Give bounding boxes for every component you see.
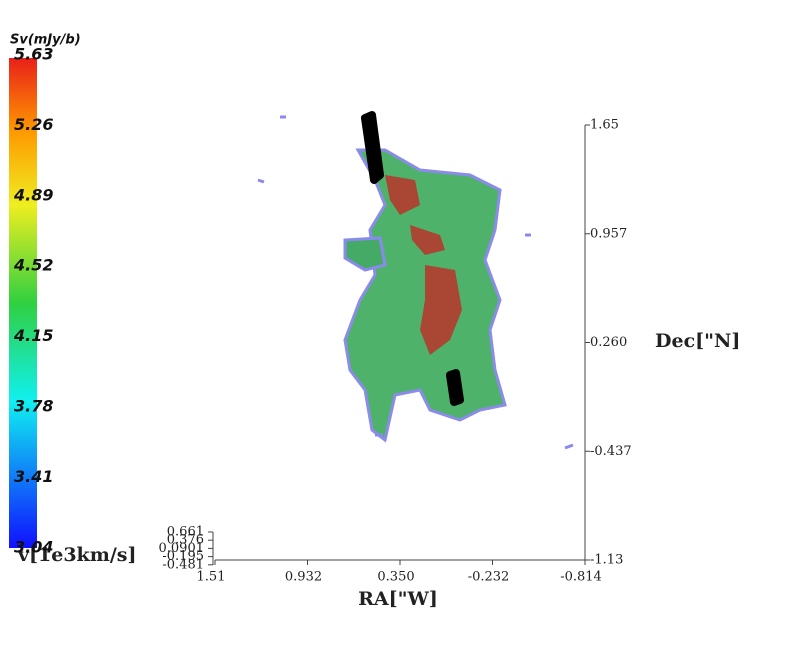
dec-tick-label: 0.260 bbox=[590, 335, 627, 350]
ra-tick-label: -0.814 bbox=[560, 570, 602, 585]
colorbar-tick-label: 3.04 bbox=[14, 537, 53, 556]
v-tick-label: -0.195 bbox=[162, 549, 204, 564]
ra-tick-label: 1.51 bbox=[197, 570, 226, 585]
ra-tick-label: 0.350 bbox=[377, 570, 414, 585]
colorbar-tick-label: 4.15 bbox=[13, 326, 53, 345]
colorbar-tick-label: 5.26 bbox=[14, 115, 53, 134]
dec-tick-label: 0.957 bbox=[590, 226, 627, 241]
dec-axis-label: Dec["N] bbox=[655, 330, 740, 352]
v-tick-label: 0.0901 bbox=[159, 541, 205, 556]
volume-render bbox=[257, 111, 574, 450]
colorbar-tick-label: 3.41 bbox=[14, 467, 53, 486]
v-tick-label: 0.661 bbox=[167, 525, 204, 540]
v-axis-label: v[1e3km/s] bbox=[17, 544, 136, 566]
ra-tick-label: -0.232 bbox=[468, 570, 510, 585]
ra-tick-label: 0.932 bbox=[285, 570, 322, 585]
colorbar-tick-label: 3.78 bbox=[14, 397, 53, 416]
colorbar bbox=[9, 58, 37, 548]
colorbar-tick-label: 4.89 bbox=[13, 185, 53, 204]
v-tick-label: -0.481 bbox=[162, 557, 204, 572]
dec-tick-label: -1.13 bbox=[590, 553, 623, 568]
dec-tick-label: 1.65 bbox=[590, 118, 619, 133]
v-tick-label: 0.376 bbox=[167, 533, 204, 548]
dec-tick-label: -0.437 bbox=[590, 444, 632, 459]
colorbar-tick-label: 5.63 bbox=[14, 45, 53, 64]
colorbar-tick-label: 4.52 bbox=[13, 256, 53, 275]
colorbar-title: Sv(mJy/b) bbox=[10, 33, 81, 48]
ra-axis-label: RA["W] bbox=[358, 588, 438, 610]
